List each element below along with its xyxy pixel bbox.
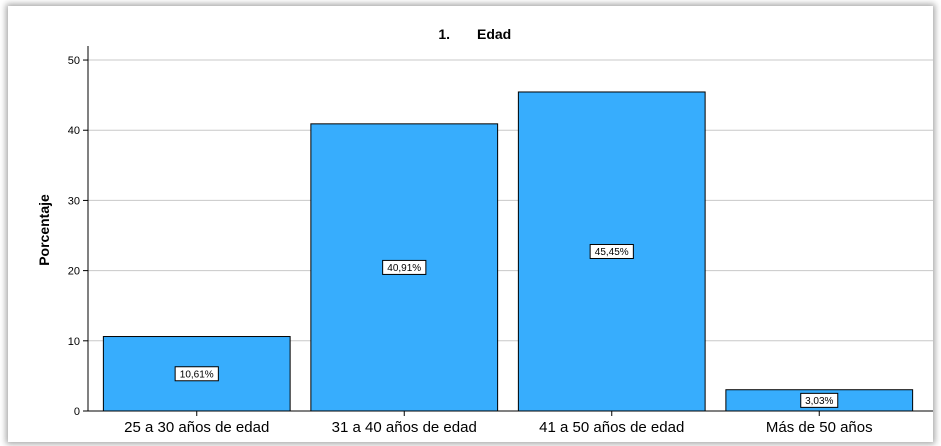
gridlines xyxy=(88,59,933,342)
y-tick-label: 20 xyxy=(68,266,80,278)
y-tick-label: 10 xyxy=(68,336,80,348)
chart-title-text: Edad xyxy=(477,26,511,42)
data-labels: 10,61% 40,91% 45,45% 3,03% xyxy=(174,243,839,408)
x-tick-label: 25 a 30 años de edad xyxy=(124,419,269,436)
data-label-box xyxy=(174,366,219,382)
data-label: 40,91% xyxy=(382,259,427,275)
y-tick-labels: 0 10 20 30 40 50 xyxy=(68,55,80,418)
data-label-text: 40,91% xyxy=(387,263,421,274)
data-label: 3,03% xyxy=(800,392,839,408)
bars xyxy=(102,91,914,412)
data-label-box xyxy=(589,243,634,259)
y-tick-label: 30 xyxy=(68,195,80,207)
x-tick-label: Más de 50 años xyxy=(766,419,873,436)
data-label-box xyxy=(800,392,839,408)
data-label: 10,61% xyxy=(174,366,219,382)
x-tick-label: 41 a 50 años de edad xyxy=(539,419,684,436)
y-tick-label: 0 xyxy=(74,406,80,418)
chart-title-number: 1. xyxy=(438,26,450,42)
data-label-text: 10,61% xyxy=(180,369,214,380)
x-tick-labels: 25 a 30 años de edad 31 a 40 años de edad… xyxy=(124,419,872,436)
chart-title: 1. Edad xyxy=(438,26,511,42)
axes xyxy=(83,46,933,416)
data-label-box xyxy=(382,259,427,275)
x-tick-label: 31 a 40 años de edad xyxy=(332,419,477,436)
y-axis-label: Porcentaje xyxy=(36,194,52,266)
data-label-text: 3,03% xyxy=(805,396,833,407)
y-tick-label: 50 xyxy=(68,55,80,67)
data-label-text: 45,45% xyxy=(595,247,629,258)
y-tick-label: 40 xyxy=(68,125,80,137)
data-label: 45,45% xyxy=(589,243,634,259)
